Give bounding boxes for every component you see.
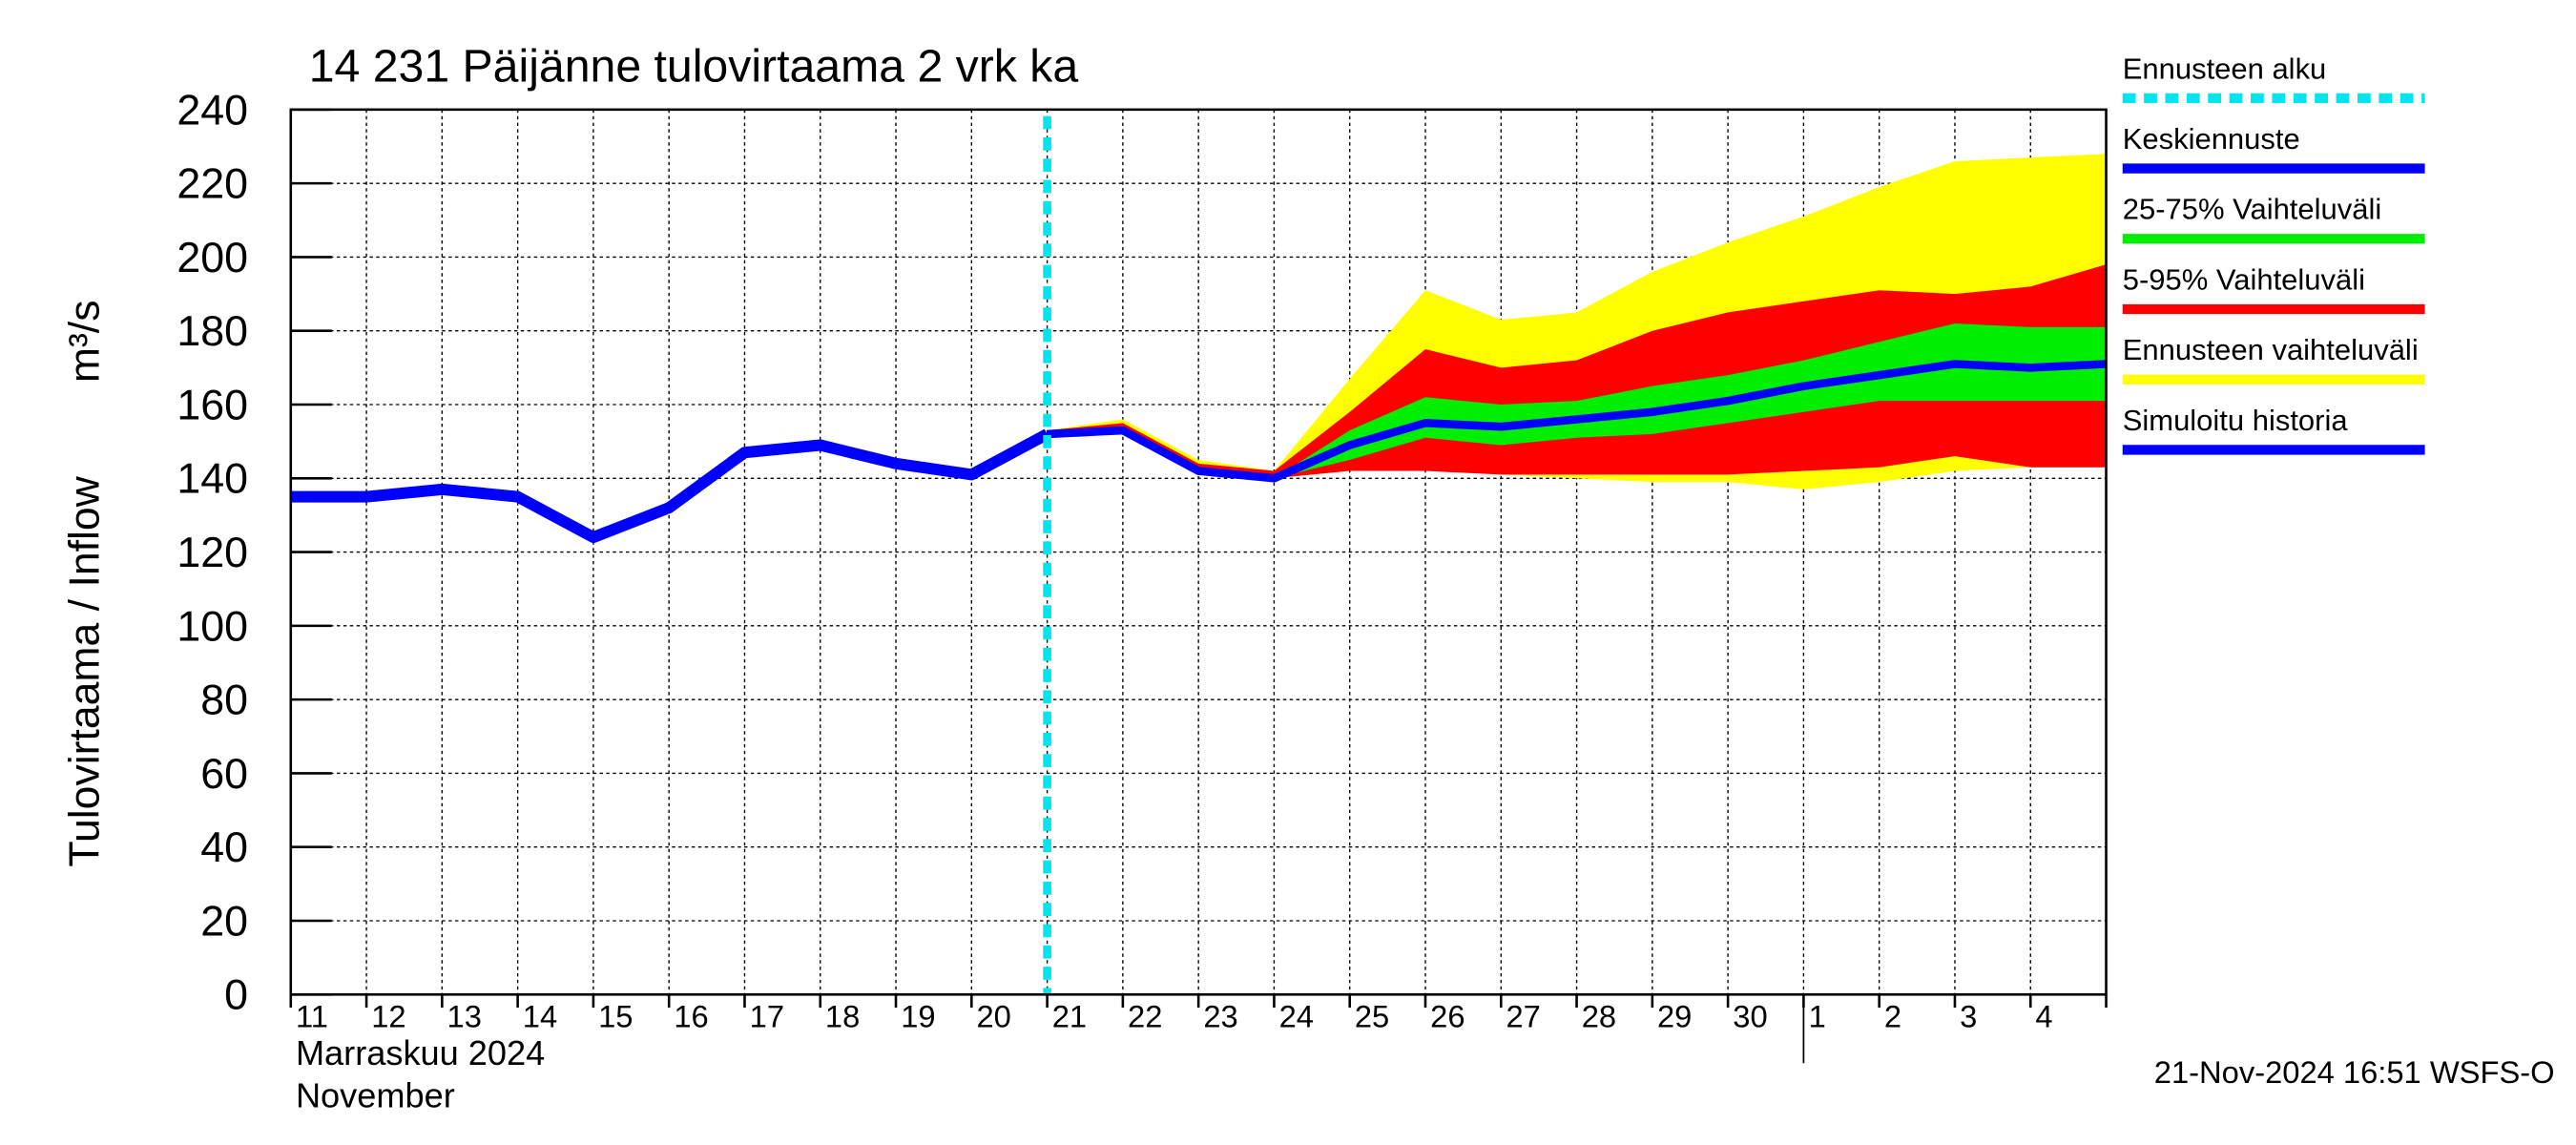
x-tick-label: 12 — [371, 999, 405, 1034]
chart-title: 14 231 Päijänne tulovirtaama 2 vrk ka — [309, 41, 1079, 93]
x-tick-label: 18 — [825, 999, 860, 1034]
legend-label: Keskiennuste — [2123, 122, 2300, 156]
y-tick-label: 40 — [200, 824, 248, 871]
legend-label: 25-75% Vaihteluväli — [2123, 193, 2381, 226]
y-axis-label: Tulovirtaama / Inflow — [61, 475, 108, 866]
x-tick-label: 20 — [976, 999, 1010, 1034]
x-tick-label: 4 — [2035, 999, 2052, 1034]
x-tick-label: 14 — [523, 999, 557, 1034]
band — [1047, 323, 2107, 479]
plot-frame — [289, 108, 2108, 996]
y-tick-label: 100 — [177, 603, 248, 650]
x-tick-label: 19 — [901, 999, 935, 1034]
x-tick-label: 17 — [750, 999, 784, 1034]
x-tick-label: 28 — [1582, 999, 1616, 1034]
y-tick-label: 180 — [177, 308, 248, 355]
x-tick-label: 15 — [598, 999, 633, 1034]
series-line — [1047, 360, 2107, 483]
legend-label: Ennusteen alku — [2123, 52, 2327, 85]
legend-label: 5-95% Vaihteluväli — [2123, 262, 2365, 296]
x-tick-label: 3 — [1960, 999, 1977, 1034]
x-tick-label: 26 — [1430, 999, 1465, 1034]
y-tick-label: 0 — [224, 972, 248, 1019]
legend-label: Simuloitu historia — [2123, 404, 2349, 437]
x-tick-label: 27 — [1506, 999, 1540, 1034]
y-tick-label: 200 — [177, 235, 248, 281]
x-tick-label: 22 — [1128, 999, 1162, 1034]
x-tick-label: 25 — [1355, 999, 1389, 1034]
y-tick-label: 80 — [200, 677, 248, 724]
x-tick-label: 16 — [674, 999, 708, 1034]
y-tick-label: 220 — [177, 161, 248, 208]
y-axis-unit: m³/s — [61, 301, 108, 384]
x-tick-label: 1 — [1809, 999, 1826, 1034]
x-tick-label: 23 — [1203, 999, 1237, 1034]
x-tick-label: 11 — [296, 999, 328, 1034]
x-axis-label: Marraskuu 2024 — [296, 1033, 545, 1072]
x-tick-label: 30 — [1733, 999, 1767, 1034]
band — [1047, 264, 2107, 479]
y-tick-label: 160 — [177, 383, 248, 429]
series-line — [290, 428, 1050, 544]
footer: 21-Nov-2024 16:51 WSFS-O — [2154, 1054, 2555, 1090]
x-tick-label: 13 — [447, 999, 482, 1034]
y-tick-label: 60 — [200, 751, 248, 798]
legend-label: Ennusteen vaihteluväli — [2123, 333, 2419, 366]
x-tick-label: 24 — [1279, 999, 1314, 1034]
x-tick-label: 21 — [1052, 999, 1087, 1034]
x-tick-label: 29 — [1657, 999, 1692, 1034]
y-tick-label: 240 — [177, 87, 248, 134]
y-tick-label: 140 — [177, 456, 248, 503]
x-axis-label: November — [296, 1076, 455, 1115]
y-tick-label: 20 — [200, 899, 248, 946]
y-tick-label: 120 — [177, 530, 248, 576]
x-tick-label: 2 — [1884, 999, 1901, 1034]
